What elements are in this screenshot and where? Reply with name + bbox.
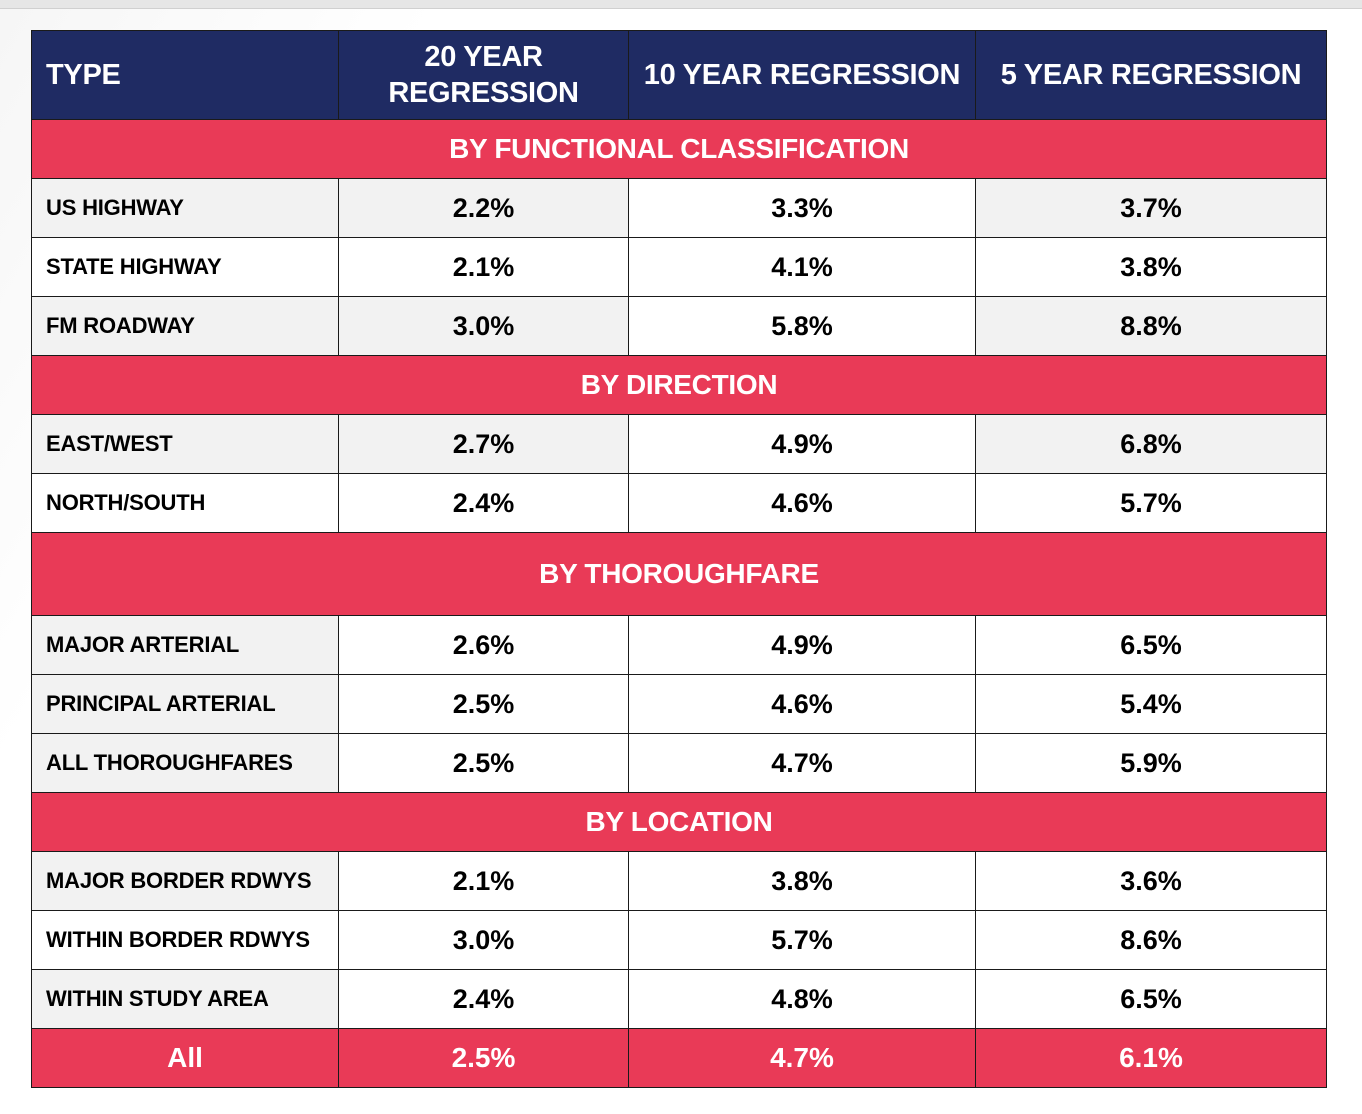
row-type: PRINCIPAL ARTERIAL — [31, 674, 339, 734]
total-10-year: 4.7% — [628, 1028, 976, 1088]
row-10-year: 4.8% — [628, 969, 976, 1029]
total-type: All — [31, 1028, 339, 1088]
header-10-year: 10 YEAR REGRESSION — [628, 30, 976, 120]
total-5-year: 6.1% — [975, 1028, 1327, 1088]
row-5-year: 3.7% — [975, 178, 1327, 238]
section-title: BY FUNCTIONAL CLASSIFICATION — [31, 119, 1327, 179]
row-5-year: 5.4% — [975, 674, 1327, 734]
row-10-year: 3.3% — [628, 178, 976, 238]
table-row: PRINCIPAL ARTERIAL 2.5% 4.6% 5.4% — [31, 674, 1327, 734]
table-row: MAJOR ARTERIAL 2.6% 4.9% 6.5% — [31, 615, 1327, 675]
row-type: WITHIN STUDY AREA — [31, 969, 339, 1029]
table-row: STATE HIGHWAY 2.1% 4.1% 3.8% — [31, 237, 1327, 297]
row-5-year: 5.7% — [975, 473, 1327, 533]
section-title: BY LOCATION — [31, 792, 1327, 852]
growth-rate-table: TYPE 20 YEAR REGRESSION 10 YEAR REGRESSI… — [31, 30, 1327, 1088]
table-total-row: All 2.5% 4.7% 6.1% — [31, 1028, 1327, 1088]
table-row: EAST/WEST 2.7% 4.9% 6.8% — [31, 414, 1327, 474]
section-title: BY THOROUGHFARE — [31, 532, 1327, 616]
row-10-year: 3.8% — [628, 851, 976, 911]
section-thoroughfare: BY THOROUGHFARE — [31, 532, 1327, 616]
row-20-year: 2.2% — [338, 178, 629, 238]
row-20-year: 2.5% — [338, 733, 629, 793]
header-20-year: 20 YEAR REGRESSION — [338, 30, 629, 120]
row-5-year: 6.5% — [975, 615, 1327, 675]
table-row: US HIGHWAY 2.2% 3.3% 3.7% — [31, 178, 1327, 238]
row-10-year: 4.7% — [628, 733, 976, 793]
row-20-year: 2.1% — [338, 237, 629, 297]
table-row: NORTH/SOUTH 2.4% 4.6% 5.7% — [31, 473, 1327, 533]
row-20-year: 2.6% — [338, 615, 629, 675]
row-type: FM ROADWAY — [31, 296, 339, 356]
row-20-year: 3.0% — [338, 296, 629, 356]
total-20-year: 2.5% — [338, 1028, 629, 1088]
table-row: WITHIN STUDY AREA 2.4% 4.8% 6.5% — [31, 969, 1327, 1029]
row-20-year: 2.7% — [338, 414, 629, 474]
section-functional-classification: BY FUNCTIONAL CLASSIFICATION — [31, 119, 1327, 179]
row-5-year: 3.8% — [975, 237, 1327, 297]
row-5-year: 6.8% — [975, 414, 1327, 474]
row-20-year: 2.4% — [338, 473, 629, 533]
row-10-year: 5.8% — [628, 296, 976, 356]
row-type: WITHIN BORDER RDWYS — [31, 910, 339, 970]
slide-top-rule — [0, 0, 1362, 9]
row-20-year: 2.4% — [338, 969, 629, 1029]
table-row: FM ROADWAY 3.0% 5.8% 8.8% — [31, 296, 1327, 356]
row-5-year: 5.9% — [975, 733, 1327, 793]
row-type: STATE HIGHWAY — [31, 237, 339, 297]
row-5-year: 6.5% — [975, 969, 1327, 1029]
section-title: BY DIRECTION — [31, 355, 1327, 415]
row-10-year: 4.9% — [628, 615, 976, 675]
row-10-year: 4.9% — [628, 414, 976, 474]
table-row: MAJOR BORDER RDWYS 2.1% 3.8% 3.6% — [31, 851, 1327, 911]
row-5-year: 3.6% — [975, 851, 1327, 911]
row-5-year: 8.6% — [975, 910, 1327, 970]
table-row: ALL THOROUGHFARES 2.5% 4.7% 5.9% — [31, 733, 1327, 793]
table-row: WITHIN BORDER RDWYS 3.0% 5.7% 8.6% — [31, 910, 1327, 970]
row-5-year: 8.8% — [975, 296, 1327, 356]
row-20-year: 2.1% — [338, 851, 629, 911]
row-20-year: 2.5% — [338, 674, 629, 734]
header-5-year: 5 YEAR REGRESSION — [975, 30, 1327, 120]
row-10-year: 4.6% — [628, 674, 976, 734]
section-direction: BY DIRECTION — [31, 355, 1327, 415]
row-type: MAJOR ARTERIAL — [31, 615, 339, 675]
row-20-year: 3.0% — [338, 910, 629, 970]
row-type: NORTH/SOUTH — [31, 473, 339, 533]
table-header-row: TYPE 20 YEAR REGRESSION 10 YEAR REGRESSI… — [31, 30, 1327, 120]
row-type: US HIGHWAY — [31, 178, 339, 238]
row-type: ALL THOROUGHFARES — [31, 733, 339, 793]
row-10-year: 4.6% — [628, 473, 976, 533]
header-type: TYPE — [31, 30, 339, 120]
row-type: MAJOR BORDER RDWYS — [31, 851, 339, 911]
row-10-year: 5.7% — [628, 910, 976, 970]
row-10-year: 4.1% — [628, 237, 976, 297]
row-type: EAST/WEST — [31, 414, 339, 474]
section-location: BY LOCATION — [31, 792, 1327, 852]
